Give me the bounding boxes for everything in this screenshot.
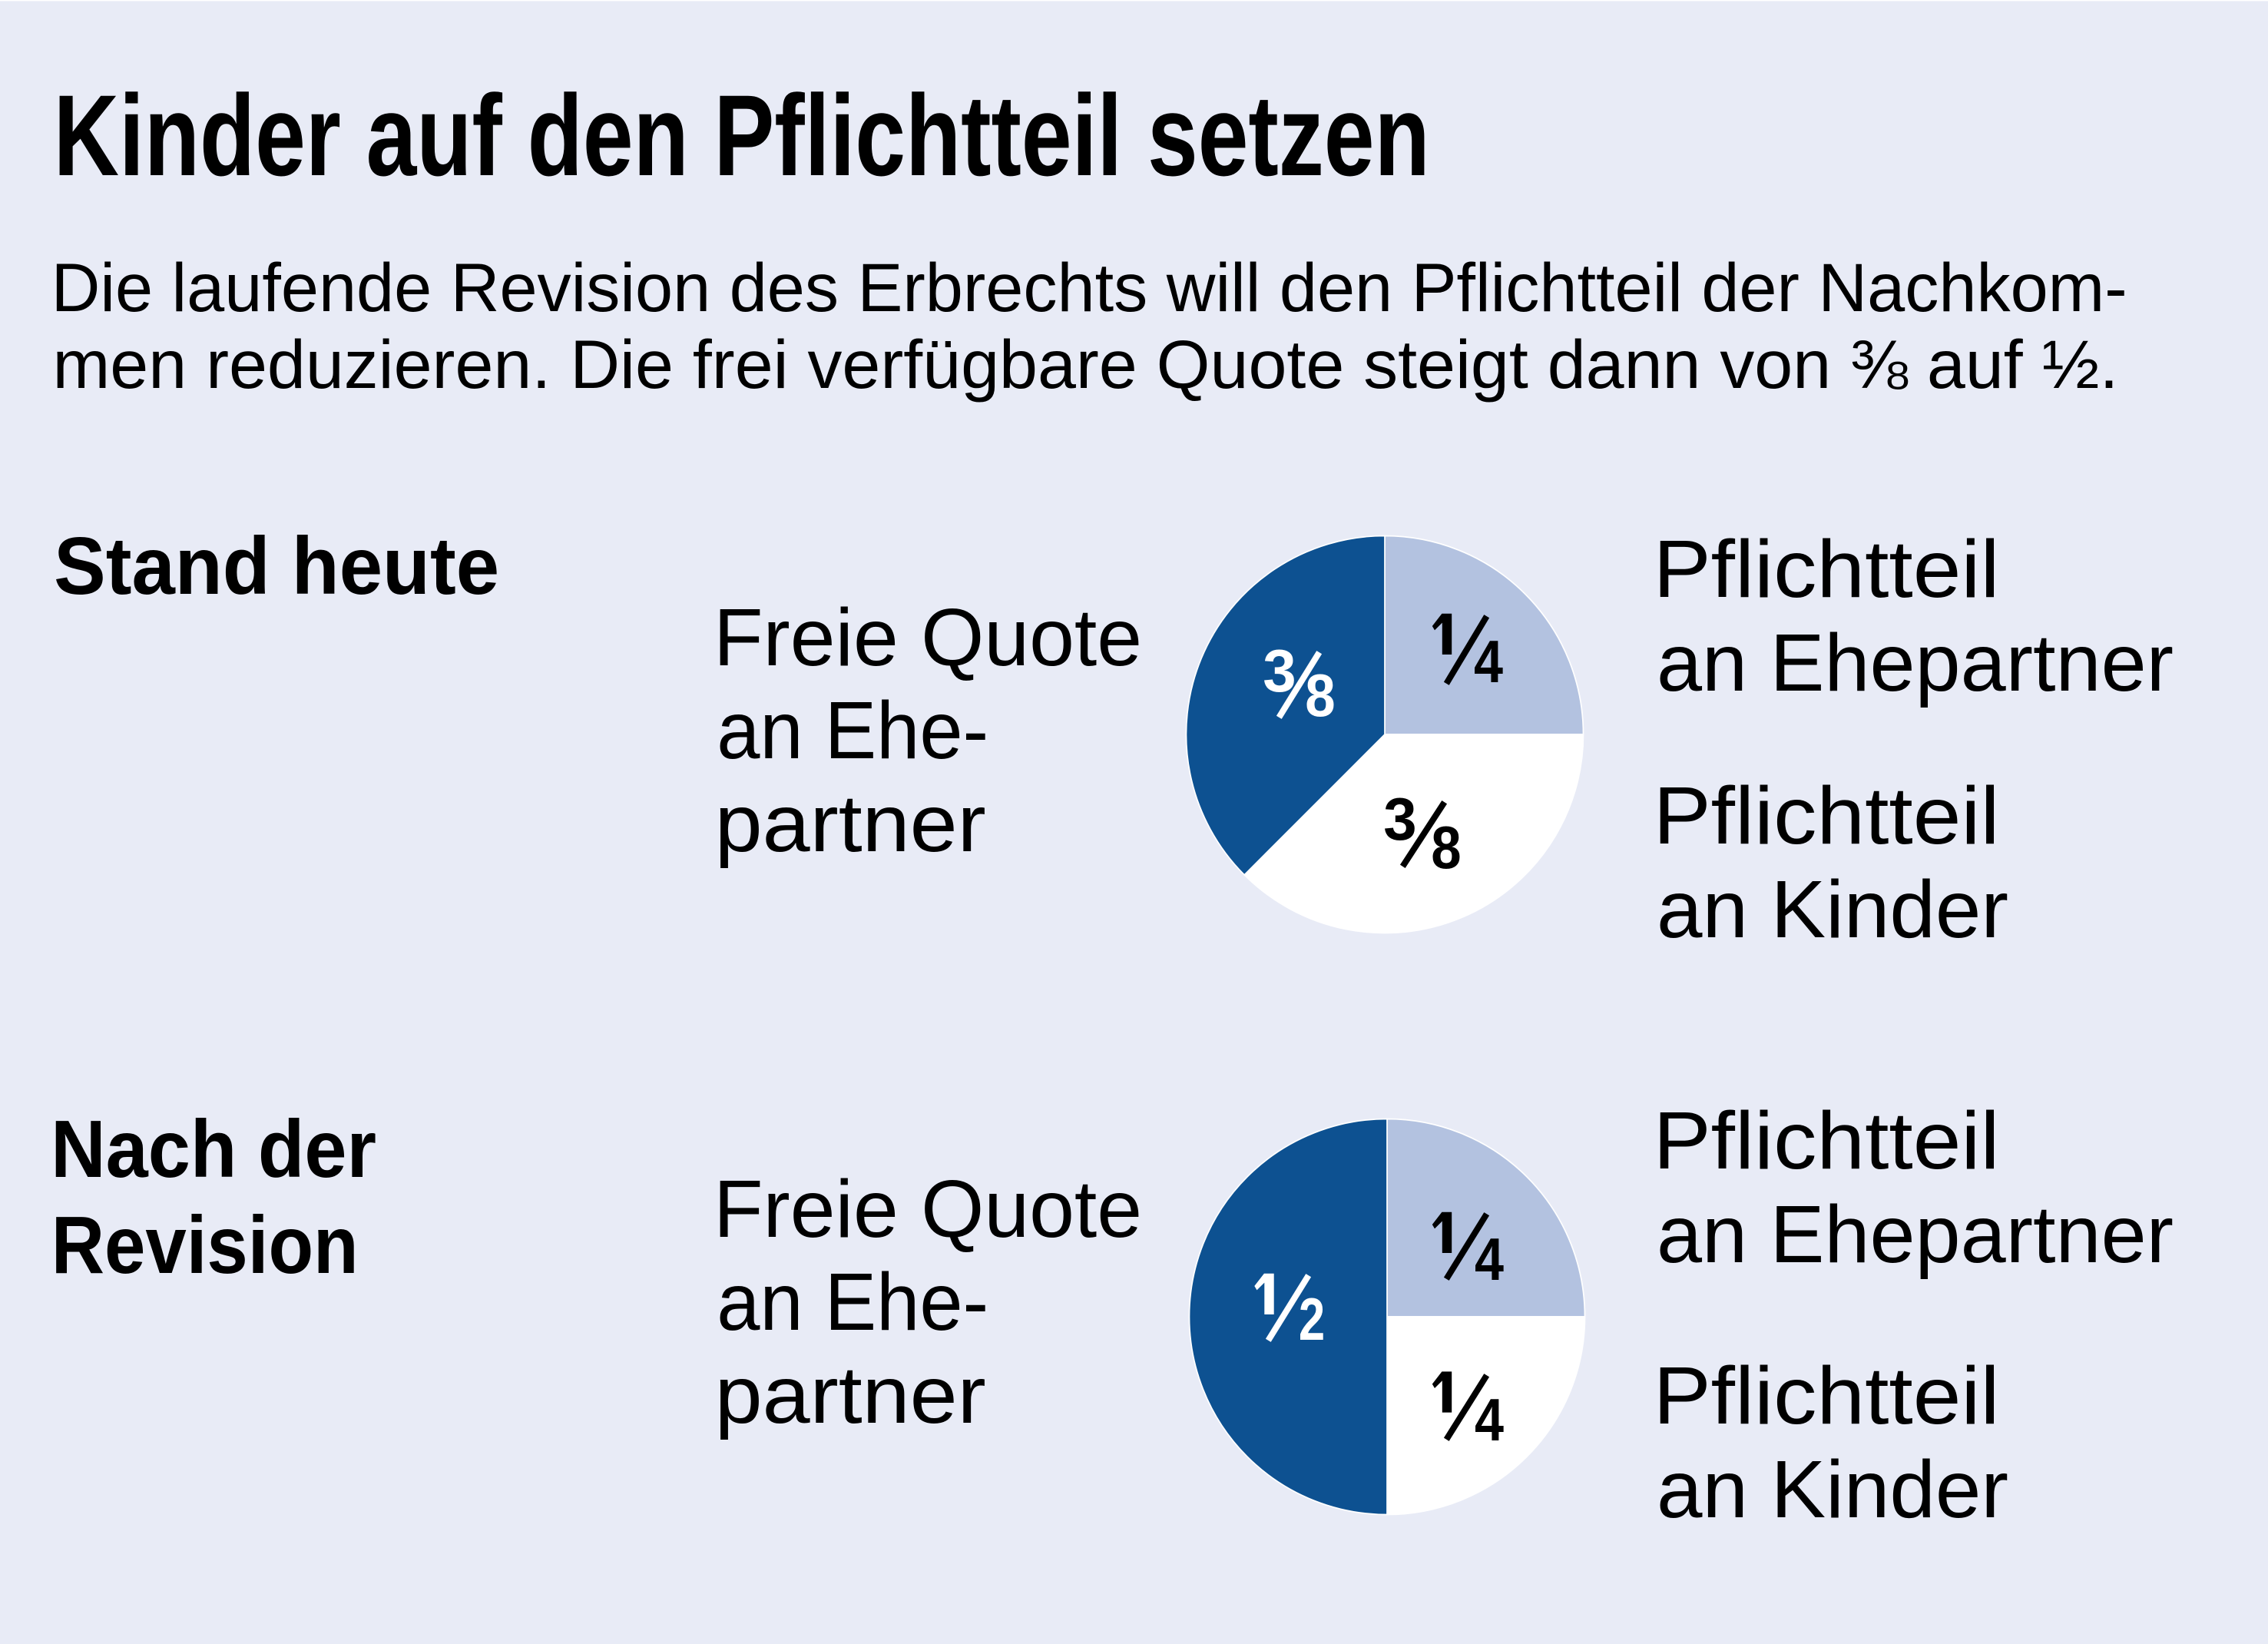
svg-text:Freie Quote: Freie Quote xyxy=(714,1164,1142,1255)
svg-text:partner: partner xyxy=(715,1350,986,1440)
svg-text:an Kinder: an Kinder xyxy=(1657,864,2008,955)
svg-text:4: 4 xyxy=(1474,628,1503,695)
svg-text:Freie Quote: Freie Quote xyxy=(714,592,1142,683)
svg-text:2: 2 xyxy=(1299,1285,1325,1353)
svg-text:an Ehe-: an Ehe- xyxy=(717,1257,988,1347)
svg-text:Die laufende Revision des Erbr: Die laufende Revision des Erbrechts will… xyxy=(51,249,2127,326)
svg-text:Pflichtteil: Pflichtteil xyxy=(1654,524,2000,615)
svg-text:Pflichtteil: Pflichtteil xyxy=(1654,771,2000,861)
svg-text:Revision: Revision xyxy=(51,1200,359,1291)
svg-text:an Kinder: an Kinder xyxy=(1657,1444,2008,1535)
svg-text:Kinder auf den Pflichtteil set: Kinder auf den Pflichtteil setzen xyxy=(54,71,1430,200)
svg-text:Nach der: Nach der xyxy=(51,1104,376,1195)
svg-text:Pflichtteil: Pflichtteil xyxy=(1654,1351,2000,1441)
svg-text:4: 4 xyxy=(1475,1386,1504,1453)
svg-text:an Ehepartner: an Ehepartner xyxy=(1657,1189,2174,1280)
svg-text:3: 3 xyxy=(1383,785,1416,853)
svg-text:Pflichtteil: Pflichtteil xyxy=(1654,1095,2000,1186)
svg-text:partner: partner xyxy=(715,778,986,869)
svg-text:an Ehepartner: an Ehepartner xyxy=(1657,618,2174,708)
svg-text:men reduzieren. Die frei verfü: men reduzieren. Die frei verfügbare Quot… xyxy=(53,326,2119,403)
svg-text:8: 8 xyxy=(1431,814,1461,881)
svg-text:Stand heute: Stand heute xyxy=(54,521,499,612)
svg-text:4: 4 xyxy=(1475,1225,1504,1293)
svg-text:an Ehe-: an Ehe- xyxy=(717,685,988,776)
